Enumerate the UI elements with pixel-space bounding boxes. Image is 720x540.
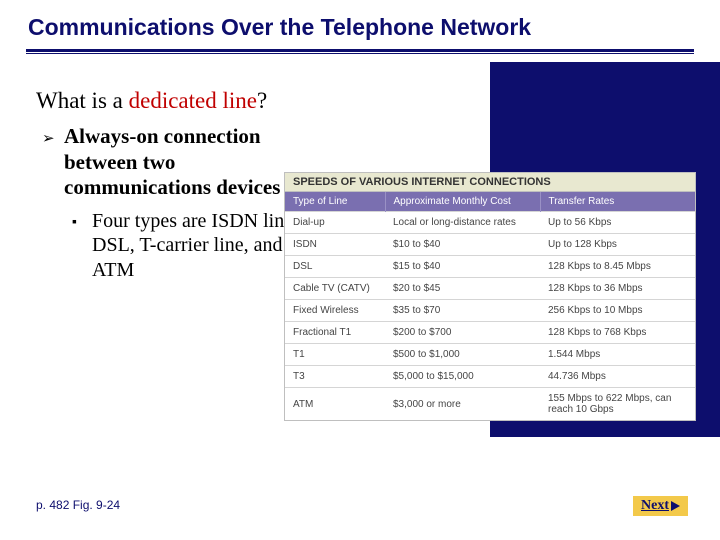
table-cell: Dial-up — [285, 212, 385, 234]
speeds-table-body: Type of Line Approximate Monthly Cost Tr… — [285, 192, 695, 420]
table-row: ISDN$10 to $40Up to 128 Kbps — [285, 234, 695, 256]
table-row: T1$500 to $1,0001.544 Mbps — [285, 344, 695, 366]
question-emph: dedicated line — [129, 88, 257, 113]
table-cell: T1 — [285, 344, 385, 366]
next-label: Next — [641, 498, 669, 514]
table-cell: Fractional T1 — [285, 322, 385, 344]
question-heading: What is a dedicated line? — [36, 88, 700, 114]
table-cell: 155 Mbps to 622 Mbps, can reach 10 Gbps — [540, 388, 695, 421]
table-row: DSL$15 to $40128 Kbps to 8.45 Mbps — [285, 256, 695, 278]
table-cell: 128 Kbps to 36 Mbps — [540, 278, 695, 300]
table-cell: $5,000 to $15,000 — [385, 366, 540, 388]
table-cell: $20 to $45 — [385, 278, 540, 300]
subbullet-text: Four types are ISDN line, DSL, T-carrier… — [92, 209, 312, 282]
slide-title: Communications Over the Telephone Networ… — [0, 0, 720, 49]
bullet-arrow-icon: ➢ — [36, 124, 64, 147]
table-cell: Up to 56 Kbps — [540, 212, 695, 234]
table-cell: $10 to $40 — [385, 234, 540, 256]
table-cell: $15 to $40 — [385, 256, 540, 278]
subbullet-square-icon: ▪ — [66, 209, 92, 229]
table-cell: 128 Kbps to 8.45 Mbps — [540, 256, 695, 278]
table-cell: $200 to $700 — [385, 322, 540, 344]
next-button[interactable]: Next — [633, 496, 688, 516]
chevron-right-icon — [671, 501, 683, 511]
table-cell: $3,000 or more — [385, 388, 540, 421]
table-cell: Cable TV (CATV) — [285, 278, 385, 300]
table-row: T3$5,000 to $15,00044.736 Mbps — [285, 366, 695, 388]
col-cost: Approximate Monthly Cost — [385, 192, 540, 212]
table-cell: Fixed Wireless — [285, 300, 385, 322]
table-cell: 128 Kbps to 768 Kbps — [540, 322, 695, 344]
table-row: Dial-upLocal or long-distance ratesUp to… — [285, 212, 695, 234]
table-row: Cable TV (CATV)$20 to $45128 Kbps to 36 … — [285, 278, 695, 300]
table-cell: T3 — [285, 366, 385, 388]
table-row: Fractional T1$200 to $700128 Kbps to 768… — [285, 322, 695, 344]
table-cell: Up to 128 Kbps — [540, 234, 695, 256]
table-cell: 256 Kbps to 10 Mbps — [540, 300, 695, 322]
table-cell: $500 to $1,000 — [385, 344, 540, 366]
page-ref: p. 482 Fig. 9-24 — [36, 498, 120, 512]
question-prefix: What is a — [36, 88, 129, 113]
table-cell: ISDN — [285, 234, 385, 256]
question-suffix: ? — [257, 88, 267, 113]
table-cell: DSL — [285, 256, 385, 278]
table-cell: $35 to $70 — [385, 300, 540, 322]
bullet-text: Always-on connection between two communi… — [64, 124, 304, 201]
title-divider — [26, 49, 694, 54]
table-cell: 1.544 Mbps — [540, 344, 695, 366]
table-caption: SPEEDS OF VARIOUS INTERNET CONNECTIONS — [285, 173, 695, 192]
table-cell: ATM — [285, 388, 385, 421]
col-type: Type of Line — [285, 192, 385, 212]
col-rate: Transfer Rates — [540, 192, 695, 212]
table-row: Fixed Wireless$35 to $70256 Kbps to 10 M… — [285, 300, 695, 322]
table-cell: Local or long-distance rates — [385, 212, 540, 234]
table-row: ATM$3,000 or more155 Mbps to 622 Mbps, c… — [285, 388, 695, 421]
speeds-table: SPEEDS OF VARIOUS INTERNET CONNECTIONS T… — [284, 172, 696, 421]
table-cell: 44.736 Mbps — [540, 366, 695, 388]
